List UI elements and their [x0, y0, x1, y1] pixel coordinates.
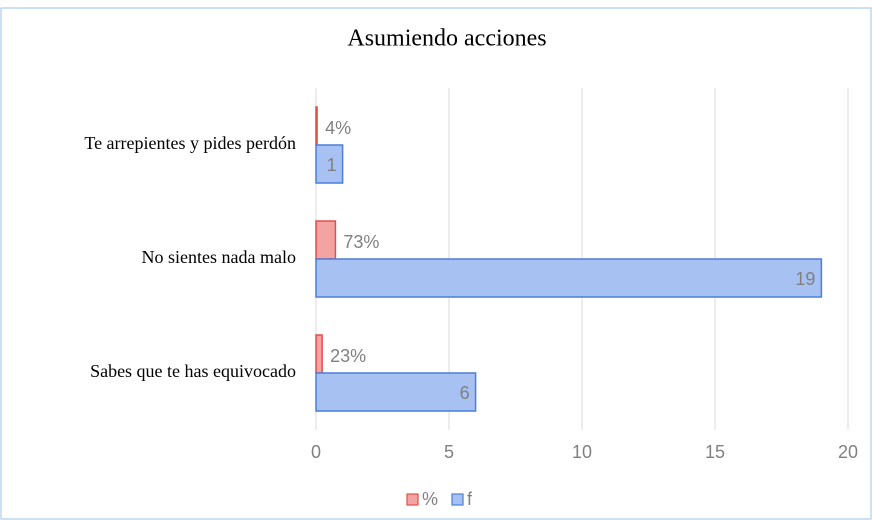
bar: [315, 220, 337, 260]
category-label: Te arrepientes y pides perdón: [84, 133, 296, 153]
legend-label: %: [422, 489, 438, 509]
x-tick-label: 10: [572, 442, 592, 462]
legend-swatch: [451, 493, 464, 506]
data-label: 19: [795, 269, 815, 289]
x-tick-label: 20: [838, 442, 858, 462]
category-label: Sabes que te has equivocado: [90, 361, 296, 381]
legend-swatch: [406, 493, 419, 506]
chart-title: Asumiendo acciones: [347, 26, 546, 52]
x-tick-label: 5: [444, 442, 454, 462]
bar: [315, 144, 344, 184]
data-label: 73%: [343, 232, 379, 252]
bar: [315, 334, 323, 374]
bar: [315, 372, 477, 412]
data-label: 4%: [325, 118, 351, 138]
bar: [315, 106, 318, 146]
x-tick-label: 0: [311, 442, 321, 462]
category-label: No sientes nada malo: [142, 247, 296, 267]
x-tick-label: 15: [705, 442, 725, 462]
bar: [315, 258, 823, 298]
data-label: 23%: [330, 346, 366, 366]
data-label: 6: [460, 383, 470, 403]
legend-label: f: [467, 489, 473, 509]
data-label: 1: [327, 155, 337, 175]
